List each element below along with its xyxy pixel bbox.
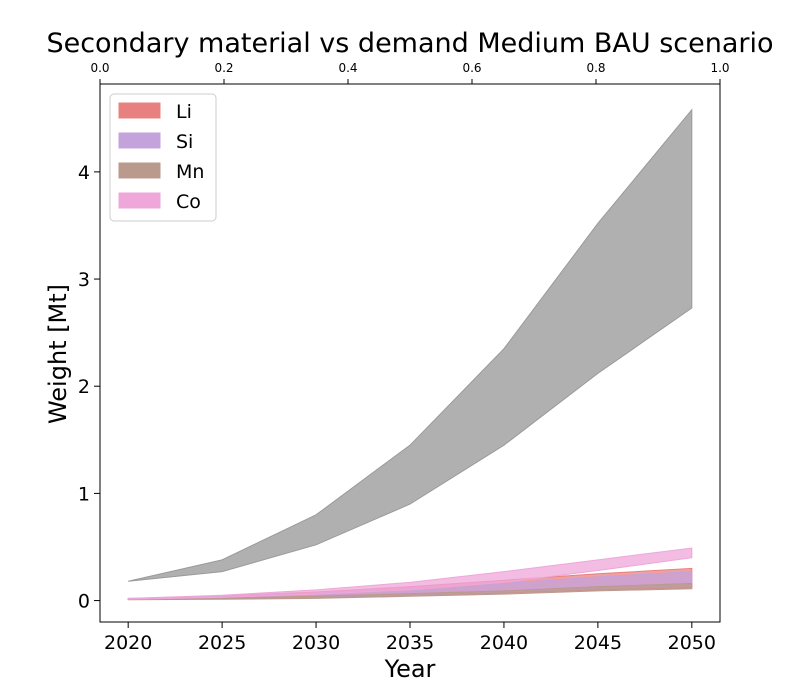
legend-label-si: Si	[176, 131, 193, 153]
y-tick-label: 0	[78, 591, 90, 613]
legend-box	[109, 93, 217, 222]
top-axis: 0.0 0.2 0.4 0.6 0.8 1.0	[90, 61, 730, 84]
x-tick-label: 2025	[198, 632, 246, 654]
band-mn	[127, 582, 693, 601]
y-axis: 0 1 2 3 4	[78, 162, 100, 613]
top-tick-label: 1.0	[710, 61, 729, 75]
legend-label-li: Li	[176, 101, 192, 123]
y-tick-label: 1	[78, 483, 90, 505]
top-tick-label: 0.4	[338, 61, 357, 75]
legend-swatch-li	[118, 102, 161, 119]
x-tick-label: 2050	[668, 632, 716, 654]
top-tick-label: 0.0	[90, 61, 109, 75]
y-tick-label: 2	[78, 376, 90, 398]
band-co	[127, 547, 693, 600]
x-tick-label: 2045	[574, 632, 622, 654]
top-tick-label: 0.8	[586, 61, 605, 75]
x-tick-label: 2035	[386, 632, 434, 654]
legend-label-mn: Mn	[176, 161, 204, 183]
x-axis-label: Year	[384, 655, 436, 683]
x-axis: 2020 2025 2030 2035 2040 2045 2050	[104, 622, 716, 654]
y-tick-label: 3	[78, 269, 90, 291]
demand-band	[128, 108, 693, 582]
legend-swatch-si	[118, 132, 161, 149]
legend-swatch-mn	[118, 162, 161, 179]
legend: Li Si Mn Co	[109, 93, 217, 222]
top-tick-label: 0.2	[214, 61, 233, 75]
plot-area	[127, 108, 693, 601]
y-tick-label: 4	[78, 162, 90, 184]
chart-title: Secondary material vs demand Medium BAU …	[46, 28, 773, 59]
legend-swatch-co	[118, 192, 161, 209]
x-tick-label: 2030	[292, 632, 340, 654]
x-tick-label: 2040	[480, 632, 528, 654]
y-axis-label: Weight [Mt]	[44, 284, 72, 424]
x-tick-label: 2020	[104, 632, 152, 654]
legend-label-co: Co	[176, 191, 201, 213]
top-tick-label: 0.6	[462, 61, 481, 75]
